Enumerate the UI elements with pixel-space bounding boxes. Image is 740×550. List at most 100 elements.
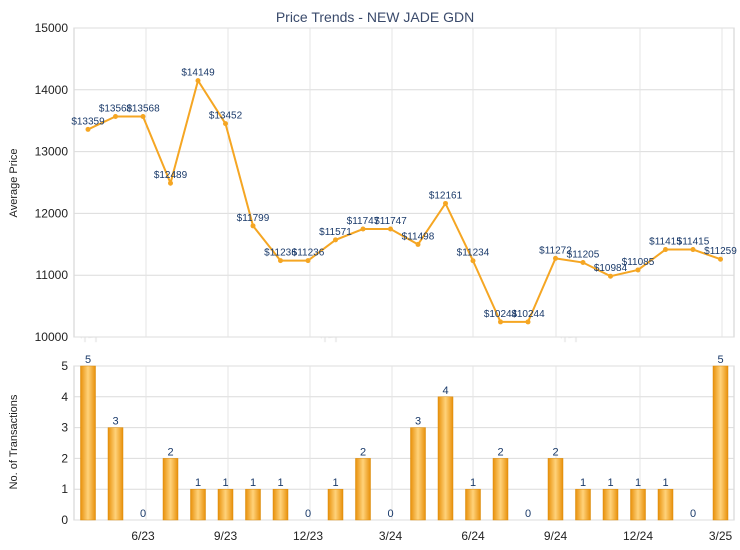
price-point: [443, 200, 448, 206]
transactions-bar-label: 2: [552, 446, 558, 458]
price-data-label: $11415: [649, 237, 682, 248]
transactions-bar: [492, 458, 509, 521]
transactions-bar-label: 5: [717, 354, 723, 366]
x-tick-label: 6/24: [461, 529, 485, 543]
price-point: [195, 78, 201, 84]
chart-title: Price Trends - NEW JADE GDN: [276, 9, 474, 25]
transactions-bar-label: 1: [277, 477, 283, 489]
transactions-bar: [107, 427, 124, 521]
price-point: [360, 226, 366, 232]
price-point: [635, 267, 641, 273]
transactions-y-tick-label: 0: [61, 513, 68, 527]
price-data-label: $11799: [237, 213, 270, 224]
transactions-bar: [190, 488, 206, 521]
price-data-label: $11236: [292, 248, 325, 259]
price-y-tick-label: 14000: [35, 83, 69, 97]
transactions-bar: [217, 488, 234, 521]
transactions-bar: [245, 488, 261, 521]
transactions-y-axis-label: No. of Transactions: [8, 394, 20, 489]
price-data-label: $10244: [484, 309, 518, 320]
transactions-bar: [712, 365, 729, 521]
price-point: [690, 247, 696, 253]
x-tick-label: 9/24: [544, 529, 568, 543]
transactions-y-tick-label: 1: [61, 482, 68, 496]
x-tick-label: 12/24: [623, 529, 653, 543]
price-data-label: $11272: [539, 245, 572, 256]
transactions-bar: [355, 458, 371, 521]
transactions-bar-label: 1: [607, 477, 613, 489]
transactions-bar-label: 1: [580, 477, 586, 489]
transactions-y-tick-label: 4: [61, 390, 68, 404]
x-tick-label: 6/23: [131, 529, 155, 543]
price-point: [113, 113, 118, 119]
x-tick-label: 12/23: [293, 529, 323, 543]
price-data-label: $11415: [677, 237, 710, 248]
transactions-plot-area: [73, 365, 735, 521]
transactions-bar-label: 1: [635, 477, 641, 489]
price-point: [663, 247, 668, 253]
price-y-tick-label: 15000: [35, 21, 69, 35]
price-point: [608, 273, 613, 279]
transactions-bar-label: 0: [140, 508, 146, 520]
transactions-bar: [547, 458, 564, 521]
transactions-bar: [465, 488, 481, 521]
transactions-chart-panel: 0 1 2 3 4 5 5 3 0 2 1 1 1 1 0 1 2 0 3 4 1 2 0 2 1 1 1 1 0 5 6/23 9/23 12…: [61, 354, 735, 543]
transactions-bar-label: 0: [525, 508, 531, 520]
transactions-bar-label: 1: [222, 477, 228, 489]
price-data-label: $14149: [181, 68, 215, 79]
price-data-label: $11747: [374, 216, 407, 227]
price-point: [388, 226, 393, 232]
price-y-tick-label: 12000: [35, 206, 69, 220]
price-point: [718, 256, 723, 262]
transactions-bar-label: 2: [497, 446, 503, 458]
price-point: [415, 241, 421, 247]
x-tick-label: 3/25: [709, 529, 733, 543]
price-y-tick-label: 13000: [35, 145, 69, 159]
price-point: [305, 258, 311, 264]
price-point: [85, 126, 91, 132]
price-series-line: [87, 78, 721, 323]
transactions-bar: [327, 488, 344, 521]
transactions-bar: [575, 488, 591, 521]
price-data-label: $10984: [594, 263, 628, 274]
price-data-label: $13568: [126, 103, 160, 114]
transactions-bar-label: 0: [305, 508, 311, 520]
price-point: [168, 180, 173, 186]
price-data-label: $13359: [71, 116, 105, 127]
price-data-label: $13452: [209, 111, 243, 122]
price-y-axis-label: Average Price: [8, 149, 20, 218]
price-data-label: $11085: [622, 257, 655, 268]
price-point: [333, 237, 338, 243]
price-data-label: $13568: [99, 103, 133, 114]
price-data-label: $11259: [704, 246, 737, 257]
price-point: [140, 113, 146, 119]
transactions-y-tick-label: 5: [61, 359, 68, 373]
price-plot-area: [73, 27, 735, 338]
price-point: [525, 319, 531, 325]
transactions-bar: [657, 488, 674, 521]
transactions-bar-label: 0: [387, 508, 393, 520]
price-data-label: $12161: [429, 190, 463, 201]
transactions-bar: [80, 365, 96, 521]
transactions-bar: [630, 488, 646, 521]
price-data-label: $11498: [402, 231, 435, 242]
transactions-bar: [602, 488, 619, 521]
transactions-bar-label: 1: [332, 477, 338, 489]
transactions-bar-label: 3: [112, 416, 118, 428]
transactions-bar-label: 5: [85, 354, 91, 366]
transactions-bar-label: 4: [442, 385, 448, 397]
transactions-bar-label: 3: [415, 416, 421, 428]
price-point: [553, 255, 558, 261]
transactions-bar: [437, 396, 454, 521]
price-point: [580, 260, 586, 266]
price-point: [250, 223, 256, 229]
transactions-bar: [410, 427, 426, 521]
transactions-bar: [272, 488, 289, 521]
transactions-y-tick-label: 3: [61, 421, 68, 435]
x-tick-label: 3/24: [379, 529, 403, 543]
transactions-bar-label: 1: [195, 477, 201, 489]
price-point: [278, 258, 283, 264]
price-point: [498, 319, 503, 325]
price-data-label: $10244: [511, 309, 545, 320]
